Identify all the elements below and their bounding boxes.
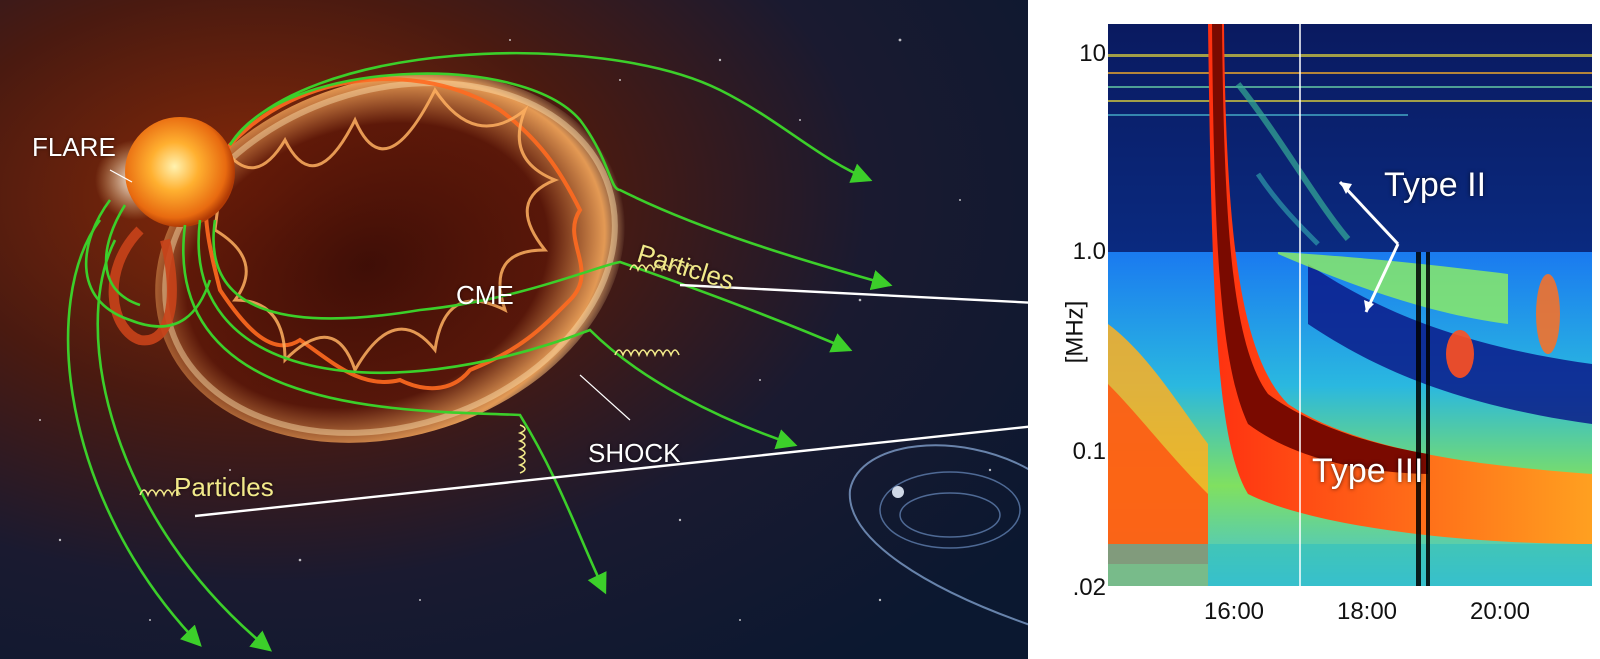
- type2-arrow-up: [1338, 180, 1400, 246]
- type2-label: Type II: [1384, 166, 1487, 204]
- y-axis-unit: [MHz]: [1061, 300, 1089, 364]
- arrow-to-type2: [679, 283, 1040, 305]
- flux-rope-coil: [213, 87, 560, 374]
- flare-pointer: [109, 169, 133, 183]
- data-gap: [1416, 252, 1421, 586]
- radio-spectrogram-panel: 10 1.0 0.1 .02 [MHz]: [1028, 0, 1600, 659]
- type3-label: Type III: [1312, 452, 1424, 490]
- y-tick-0-02: .02: [1072, 574, 1106, 601]
- shock-label: SHOCK: [588, 438, 681, 468]
- sun: [125, 117, 235, 227]
- spectrogram-plot: [1108, 24, 1592, 586]
- magnetic-field-lines: [66, 51, 893, 652]
- x-tick-1800: 18:00: [1336, 598, 1398, 625]
- y-tick-10: 10: [1079, 40, 1106, 67]
- upper-frequency-band: [1108, 24, 1592, 252]
- y-tick-labels: 10 1.0 0.1 .02: [1028, 0, 1106, 659]
- earth-magnetosphere: [848, 444, 1031, 626]
- sun-cme-illustration: [0, 0, 1040, 659]
- shock-front: [162, 80, 618, 436]
- particle-squiggles: [139, 264, 695, 498]
- type2-arrow-down: [1364, 243, 1400, 313]
- y-tick-1: 1.0: [1072, 238, 1106, 265]
- type2-green-band: [1278, 252, 1508, 324]
- earth-icon: [892, 486, 904, 498]
- x-tick-2000: 20:00: [1469, 598, 1531, 625]
- upper-band-noise: [1108, 54, 1592, 246]
- cme-label: CME: [456, 280, 514, 310]
- flare-label: FLARE: [32, 132, 116, 162]
- flare-loop: [108, 226, 177, 346]
- flux-rope: [203, 77, 584, 391]
- stars: [39, 38, 992, 621]
- x-tick-1600: 16:00: [1203, 598, 1265, 625]
- arrow-to-type3: [194, 424, 1040, 518]
- y-tick-0-1: 0.1: [1072, 438, 1106, 465]
- particles-label-lower: Particles: [174, 472, 274, 502]
- bottom-noise: [1108, 544, 1592, 586]
- shock-pointer: [579, 374, 631, 421]
- type3-red-region: [1208, 24, 1592, 544]
